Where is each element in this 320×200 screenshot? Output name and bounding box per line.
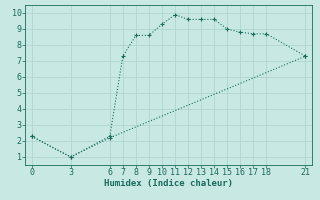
X-axis label: Humidex (Indice chaleur): Humidex (Indice chaleur) — [104, 179, 233, 188]
